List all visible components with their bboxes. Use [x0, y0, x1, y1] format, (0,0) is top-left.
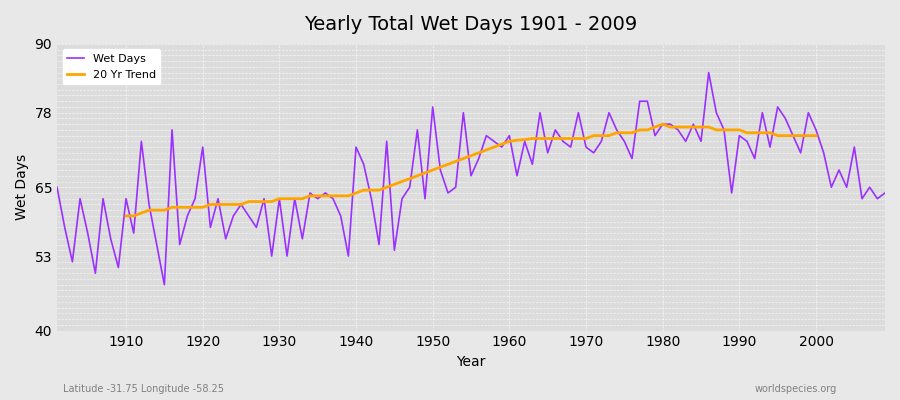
Text: Latitude -31.75 Longitude -58.25: Latitude -31.75 Longitude -58.25 — [63, 384, 224, 394]
Wet Days — [504, 133, 515, 138]
20 Yr Trend — [811, 133, 822, 138]
20 Yr Trend — [121, 214, 131, 218]
Title: Yearly Total Wet Days 1901 - 2009: Yearly Total Wet Days 1901 - 2009 — [304, 15, 637, 34]
20 Yr Trend — [657, 122, 668, 126]
20 Yr Trend — [803, 133, 814, 138]
Line: 20 Yr Trend: 20 Yr Trend — [126, 124, 816, 216]
Wet Days — [159, 282, 170, 287]
20 Yr Trend — [796, 133, 806, 138]
20 Yr Trend — [711, 128, 722, 132]
Wet Days — [113, 265, 124, 270]
X-axis label: Year: Year — [456, 355, 486, 369]
Wet Days — [604, 110, 615, 115]
20 Yr Trend — [205, 202, 216, 207]
Wet Days — [336, 214, 346, 218]
Wet Days — [289, 196, 300, 201]
Wet Days — [51, 185, 62, 190]
Line: Wet Days: Wet Days — [57, 72, 885, 285]
20 Yr Trend — [282, 196, 292, 201]
Wet Days — [703, 70, 714, 75]
Legend: Wet Days, 20 Yr Trend: Wet Days, 20 Yr Trend — [63, 50, 160, 84]
Text: worldspecies.org: worldspecies.org — [755, 384, 837, 394]
20 Yr Trend — [297, 196, 308, 201]
Wet Days — [879, 190, 890, 195]
Wet Days — [511, 173, 522, 178]
Y-axis label: Wet Days: Wet Days — [15, 154, 29, 220]
